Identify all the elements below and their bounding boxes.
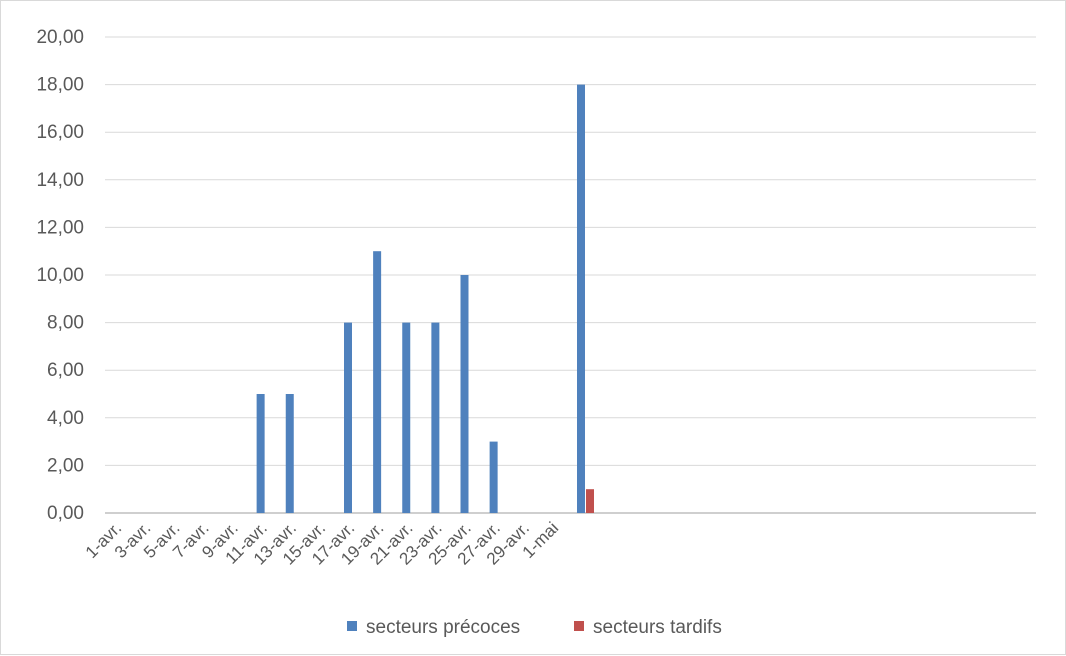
y-tick-label: 14,00 (36, 170, 84, 191)
y-tick-label: 18,00 (36, 75, 84, 96)
y-tick-label: 16,00 (36, 122, 84, 143)
legend-secteurs-tardifs-swatch (574, 621, 584, 631)
bar-secteurs-precoces (344, 322, 352, 513)
bar-secteurs-precoces (285, 394, 294, 513)
legend-secteurs-precoces-label: secteurs précoces (366, 617, 520, 638)
y-tick-label: 2,00 (47, 455, 84, 476)
bar-secteurs-precoces (489, 441, 498, 513)
y-tick-label: 10,00 (36, 265, 84, 286)
y-tick-label: 0,00 (47, 503, 84, 524)
bar-secteurs-precoces (577, 84, 585, 513)
y-tick-label: 12,00 (36, 217, 84, 238)
bar-secteurs-tardifs (586, 489, 594, 513)
y-tick-label: 20,00 (36, 27, 84, 48)
y-tick-label: 8,00 (47, 313, 84, 334)
bar-secteurs-precoces (373, 251, 382, 513)
y-tick-label: 6,00 (47, 360, 84, 381)
legend-secteurs-tardifs-label: secteurs tardifs (593, 617, 722, 638)
legend-secteurs-precoces-swatch (347, 621, 357, 631)
bar-secteurs-precoces (402, 322, 411, 513)
bar-secteurs-precoces (460, 275, 469, 513)
bar-secteurs-precoces (256, 394, 265, 513)
y-tick-label: 4,00 (47, 408, 84, 429)
bar-secteurs-precoces (431, 322, 440, 513)
